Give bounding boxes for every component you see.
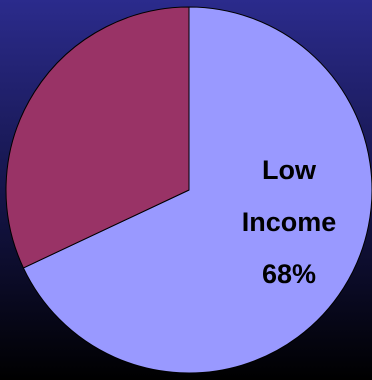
pie-slice (5, 6, 190, 269)
pie-slice (22, 6, 372, 374)
slice-label: Low Income (241, 154, 337, 237)
slice-value-label: 68% (261, 258, 316, 289)
